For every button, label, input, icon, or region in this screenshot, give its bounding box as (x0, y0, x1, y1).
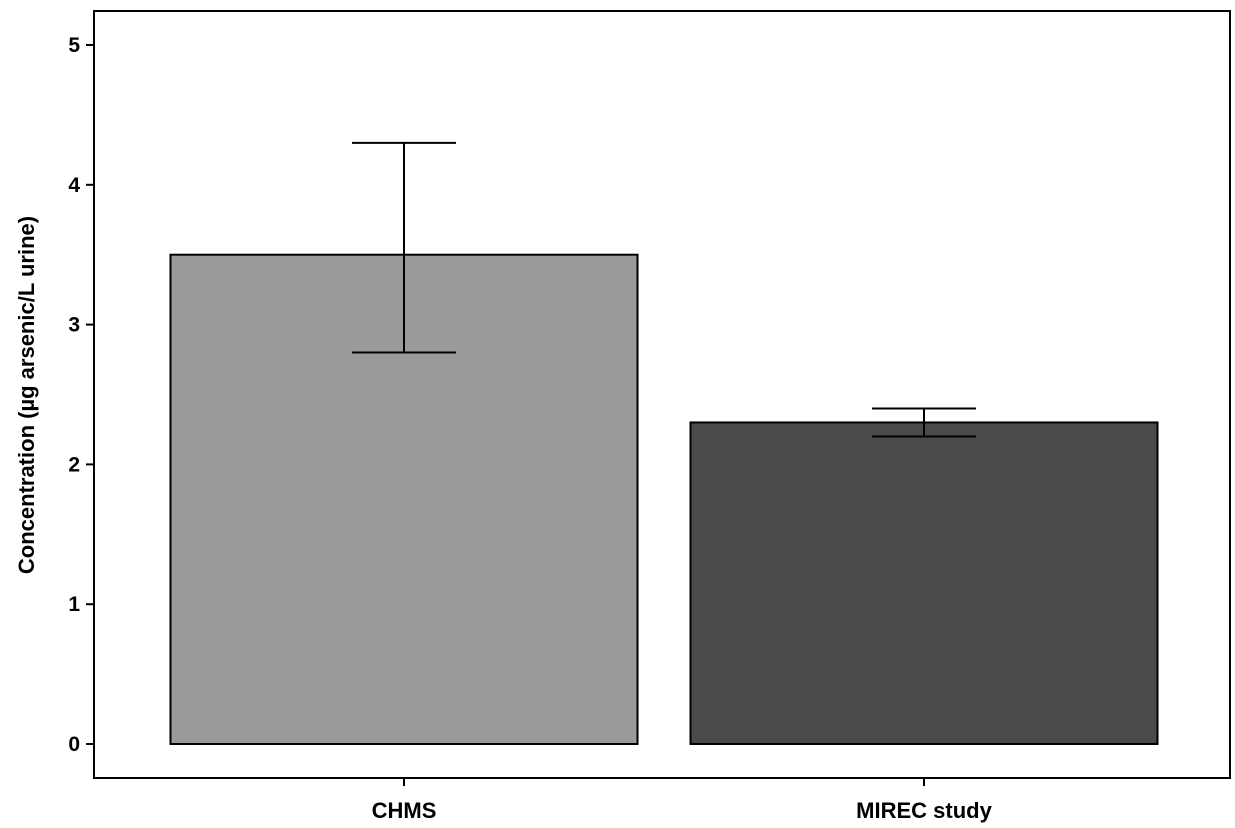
x-axis: CHMS MIREC study (372, 778, 993, 823)
y-tick-label: 5 (68, 34, 80, 57)
y-tick-label: 3 (68, 314, 80, 337)
y-tick-label: 1 (68, 593, 80, 616)
x-tick-label: CHMS (372, 798, 437, 823)
y-axis-title: Concentration (µg arsenic/L urine) (14, 216, 39, 574)
bars-layer (169, 253, 1159, 745)
y-tick-label: 2 (68, 453, 80, 476)
y-tick-label: 0 (68, 733, 80, 756)
error-bars-layer (352, 141, 976, 438)
bar-mirec-study (689, 421, 1159, 745)
y-tick-label: 4 (68, 174, 80, 197)
plot-frame (93, 10, 1231, 779)
y-axis: 0 1 2 3 4 5 (68, 34, 94, 756)
x-tick-label: MIREC study (856, 798, 992, 823)
